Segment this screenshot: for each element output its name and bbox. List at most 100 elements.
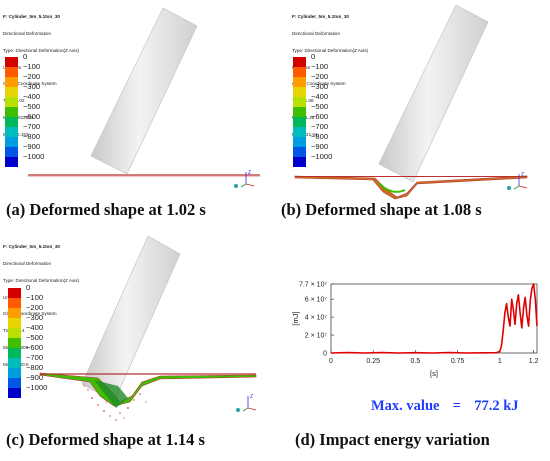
plot-frame [330,283,538,354]
legend-row: −200 [293,72,353,87]
y-tick-label: 6 × 10⁷ [305,297,328,304]
legend-label: −400 [26,323,44,332]
legend-label: −600 [311,112,329,121]
legend-label: −100 [26,293,44,302]
cylinder [378,4,489,183]
debris [83,385,147,421]
contour-legend: 0 −100 −200 −300 −400 −500 −600 −700 −800 −900 −10… [293,52,353,167]
legend-swatch [5,57,18,67]
legend-swatch [5,67,18,77]
legend-label: −700 [311,122,329,131]
legend-row: −200 [5,72,65,87]
legend-row: −100 [8,293,68,308]
y-tick-label: 7.7 × 10⁷ [299,282,327,289]
max-value-number: 77.2 kJ [474,398,519,414]
caption-a: (a) Deformed shape at 1.02 s [6,200,206,219]
result-title: F: Cylinder_5m_5.1ton_30 [3,14,60,20]
energy-chart: 7.7 × 10⁷ 6 × 10⁷ 4 × 10⁷ 2 × 10⁷ 00 0.25 0.5 0… [291,282,539,379]
axis-z-label: Z [521,172,524,178]
legend-row: −600 [293,112,353,127]
caption-c: (c) Deformed shape at 1.14 s [6,430,205,449]
legend-row: −800 [8,363,68,378]
legend-label: −900 [311,142,329,151]
header-line: Type: Directional Deformation(Z Axis) [3,47,80,53]
legend-swatch [293,157,306,167]
legend-swatch [8,358,21,368]
y-axis-label: [mJ] [291,311,300,325]
model-view: Z [39,235,257,421]
legend-row: 0 [5,52,65,67]
header-line: Directional Deformation [3,30,51,36]
legend-swatch [8,298,21,308]
legend-label: −200 [26,303,44,312]
legend-label: −100 [311,62,329,71]
header-line: Directional Deformation [292,30,340,36]
legend-row: −300 [293,82,353,97]
legend-swatch [293,67,306,77]
legend-label: −800 [311,132,329,141]
legend-label: −900 [23,142,41,151]
legend-row: −700 [8,353,68,368]
legend-swatch [5,137,18,147]
legend-swatch [8,288,21,298]
panel-c: F: Cylinder_5m_5.1ton_30 Directional Def… [0,230,275,461]
legend-swatch [8,338,21,348]
x-tick-label: 1.2 [529,358,539,365]
legend-label: −800 [23,132,41,141]
x-tick-label: 0.75 [451,358,465,365]
legend-swatch [5,87,18,97]
legend-swatch [5,107,18,117]
axis-triad: Z [236,394,257,412]
contour-legend: 0 −100 −200 −300 −400 −500 −600 −700 −800 −900 −10… [8,283,68,398]
legend-swatch [293,87,306,97]
legend-swatch [5,97,18,107]
legend-row: −800 [5,132,65,147]
legend-label: −500 [311,102,329,111]
legend-swatch [5,77,18,87]
legend-swatch [5,127,18,137]
legend-label: −900 [26,373,44,382]
legend-label: −800 [26,363,44,372]
legend-swatch [293,57,306,67]
legend-label: −500 [23,102,41,111]
contour-legend: 0 −100 −200 −300 −400 −500 −600 −700 −800 −900 −10… [5,52,65,167]
legend-row: −1000 [293,152,353,167]
legend-row: −800 [293,132,353,147]
legend-label: 0 [23,52,28,61]
legend-swatch [8,328,21,338]
legend-swatch [8,388,21,398]
legend-label: −400 [23,92,41,101]
legend-swatch [5,157,18,167]
legend-row: −600 [5,112,65,127]
deformed-plate [294,175,528,200]
legend-swatch [293,107,306,117]
x-axis-label: [s] [430,369,438,378]
panel-b: F: Cylinder_5m_5.1ton_30 Directional Def… [275,0,550,230]
x-tick-label: 1 [498,358,502,365]
x-tick-label: 0.25 [366,358,380,365]
legend-row: −900 [5,142,65,157]
legend-label: −300 [311,82,329,91]
legend-label: −300 [23,82,41,91]
legend-label: −1000 [311,152,333,161]
legend-row: −400 [293,92,353,107]
legend-swatch [8,308,21,318]
legend-label: −700 [26,353,44,362]
x-tick-label: 0.5 [411,358,421,365]
legend-label: −700 [23,122,41,131]
legend-swatch [293,77,306,87]
legend-swatch [293,137,306,147]
legend-row: −1000 [5,152,65,167]
x-tick-label: 0 [329,358,333,365]
legend-row: −100 [5,62,65,77]
legend-row: −900 [8,373,68,388]
legend-swatch [5,147,18,157]
legend-row: −300 [8,313,68,328]
header-line: Max: 2.7009 [3,344,29,350]
axis-triad: Z [507,172,528,190]
energy-series-line [330,283,538,354]
caption-d: (d) Impact energy variation [295,430,490,449]
legend-row: −500 [8,333,68,348]
y-tick-label: 2 × 10⁷ [305,333,328,340]
legend-row: −700 [293,122,353,137]
